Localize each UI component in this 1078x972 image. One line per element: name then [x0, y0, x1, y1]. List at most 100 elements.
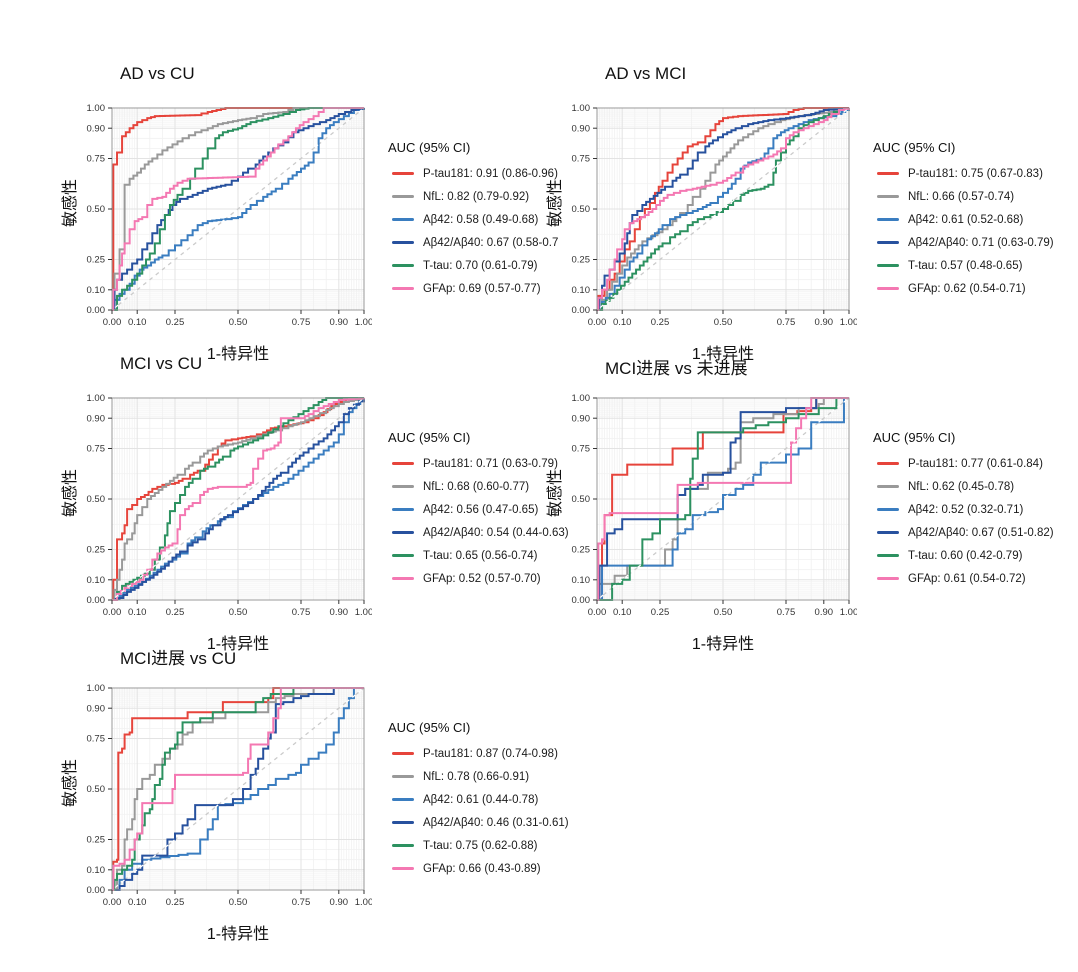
legend-swatch — [392, 485, 414, 488]
legend-title: AUC (95% CI) — [388, 720, 471, 735]
legend-swatch — [392, 241, 414, 244]
x-axis-label: 1-特异性 — [691, 346, 755, 363]
x-tick-label: 0.90 — [330, 897, 349, 908]
legend-swatch — [392, 218, 414, 221]
legend-label: Aβ42/Aβ40: 0.46 (0.31-0.61) — [423, 816, 569, 829]
legend-item-P-tau181: P-tau181: 0.91 (0.86-0.96) — [392, 162, 600, 185]
legend-item-GFAp: GFAp: 0.61 (0.54-0.72) — [877, 567, 1078, 590]
legend-swatch — [392, 462, 414, 465]
x-tick-label: 1.00 — [840, 317, 857, 328]
legend-label: NfL: 0.82 (0.79-0.92) — [423, 190, 530, 203]
y-tick-label: 0.00 — [572, 305, 591, 316]
legend-item-Aβ42: Aβ42: 0.61 (0.52-0.68) — [877, 208, 1078, 231]
legend-swatch — [392, 821, 414, 824]
legend-label: GFAp: 0.66 (0.43-0.89) — [423, 862, 541, 875]
x-tick-label: 0.75 — [292, 317, 311, 328]
x-axis-label: 1-特异性 — [206, 346, 270, 363]
x-tick-label: 0.75 — [777, 607, 796, 618]
legend-label: NfL: 0.62 (0.45-0.78) — [908, 480, 1015, 493]
legend-label: Aβ42/Aβ40: 0.54 (0.44-0.63) — [423, 526, 569, 539]
x-tick-label: 0.90 — [330, 317, 349, 328]
y-tick-label: 1.00 — [572, 103, 591, 114]
y-tick-label: 0.50 — [87, 204, 106, 215]
legend-label: Aβ42: 0.61 (0.52-0.68) — [908, 213, 1024, 226]
legend-title: AUC (95% CI) — [873, 140, 956, 155]
x-tick-label: 0.25 — [166, 607, 185, 618]
y-tick-label: 0.10 — [87, 865, 106, 876]
legend-label: Aβ42/Aβ40: 0.71 (0.63-0.79) — [908, 236, 1054, 249]
legend-swatch — [392, 554, 414, 557]
legend-item-Aβ42: Aβ42: 0.61 (0.44-0.78) — [392, 788, 600, 811]
legend-item-T-tau: T-tau: 0.75 (0.62-0.88) — [392, 834, 600, 857]
y-tick-label: 0.75 — [87, 154, 106, 165]
x-tick-label: 0.75 — [292, 897, 311, 908]
legend-item-NfL: NfL: 0.78 (0.66-0.91) — [392, 765, 600, 788]
x-tick-label: 0.25 — [651, 607, 670, 618]
y-tick-label: 0.75 — [572, 444, 591, 455]
panel-title: MCI vs CU — [120, 354, 203, 373]
legend-item-T-tau: T-tau: 0.60 (0.42-0.79) — [877, 544, 1078, 567]
legend-item-Aβ42: Aβ42: 0.52 (0.32-0.71) — [877, 498, 1078, 521]
y-tick-label: 0.25 — [87, 255, 106, 266]
legend-item-NfL: NfL: 0.68 (0.60-0.77) — [392, 475, 600, 498]
legend-label: NfL: 0.78 (0.66-0.91) — [423, 770, 530, 783]
legend-label: T-tau: 0.70 (0.61-0.79) — [423, 259, 538, 272]
legend-item-P-tau181: P-tau181: 0.87 (0.74-0.98) — [392, 742, 600, 765]
legend-item-Aβ42/Aβ40: Aβ42/Aβ40: 0.71 (0.63-0.79) — [877, 231, 1078, 254]
legend-label: P-tau181: 0.87 (0.74-0.98) — [423, 747, 558, 760]
x-axis-label: 1-特异性 — [206, 636, 270, 653]
y-tick-label: 0.10 — [572, 285, 591, 296]
panel-mci-progression-vs-cu: MCI进展 vs CU 敏感性 0.00 0.00 0.10 0.10 0.25 0.25… — [58, 638, 569, 943]
legend-2: AUC (95% CI) P-tau181: 0.75 (0.67-0.83) N… — [873, 140, 1078, 300]
y-tick-label: 0.50 — [87, 784, 106, 795]
y-tick-label: 0.90 — [572, 413, 591, 424]
x-tick-label: 1.00 — [355, 317, 372, 328]
panel-title: AD vs MCI — [605, 64, 687, 83]
y-tick-label: 0.50 — [572, 204, 591, 215]
y-tick-label: 0.25 — [87, 835, 106, 846]
legend-4: AUC (95% CI) P-tau181: 0.77 (0.61-0.84) N… — [873, 430, 1078, 590]
y-tick-label: 1.00 — [87, 393, 106, 404]
legend-item-NfL: NfL: 0.62 (0.45-0.78) — [877, 475, 1078, 498]
panel-mci-progression-vs-nonprogression: MCI进展 vs 未进展 敏感性 0.00 0.00 0.10 0.10 0.25 0.2… — [543, 348, 1054, 653]
legend-label: Aβ42: 0.58 (0.49-0.68) — [423, 213, 539, 226]
legend-item-GFAp: GFAp: 0.69 (0.57-0.77) — [392, 277, 600, 300]
legend-swatch — [877, 554, 899, 557]
y-tick-label: 0.25 — [87, 545, 106, 556]
roc-plot-3: 0.000.00 0.10 0.10 0.25 0.25 0.50 0.50 0.75 0.75… — [87, 393, 373, 618]
x-tick-label: 0.00 — [103, 317, 122, 328]
legend-item-T-tau: T-tau: 0.65 (0.56-0.74) — [392, 544, 600, 567]
x-tick-label: 0.10 — [128, 897, 147, 908]
x-axis-label: 1-特异性 — [691, 636, 755, 653]
y-tick-label: 0.90 — [87, 703, 106, 714]
legend-item-GFAp: GFAp: 0.52 (0.57-0.70) — [392, 567, 600, 590]
legend-label: NfL: 0.68 (0.60-0.77) — [423, 480, 530, 493]
y-tick-label: 0.90 — [87, 123, 106, 134]
legend-swatch — [392, 775, 414, 778]
legend-items-2: P-tau181: 0.75 (0.67-0.83) NfL: 0.66 (0.5… — [873, 162, 1078, 300]
legend-label: P-tau181: 0.75 (0.67-0.83) — [908, 167, 1043, 180]
x-tick-label: 0.00 — [103, 607, 122, 618]
legend-items-5: P-tau181: 0.87 (0.74-0.98) NfL: 0.78 (0.6… — [388, 742, 600, 880]
legend-5: AUC (95% CI) P-tau181: 0.87 (0.74-0.98) N… — [388, 720, 600, 880]
y-tick-label: 0.50 — [87, 494, 106, 505]
legend-items-4: P-tau181: 0.77 (0.61-0.84) NfL: 0.62 (0.4… — [873, 452, 1078, 590]
x-tick-label: 0.50 — [714, 317, 733, 328]
legend-label: GFAp: 0.62 (0.54-0.71) — [908, 282, 1026, 295]
x-tick-label: 0.50 — [229, 317, 248, 328]
y-tick-label: 0.00 — [87, 305, 106, 316]
legend-swatch — [877, 485, 899, 488]
legend-item-GFAp: GFAp: 0.62 (0.54-0.71) — [877, 277, 1078, 300]
legend-swatch — [877, 577, 899, 580]
legend-label: T-tau: 0.75 (0.62-0.88) — [423, 839, 538, 852]
y-tick-label: 0.90 — [572, 123, 591, 134]
legend-swatch — [392, 508, 414, 511]
legend-label: T-tau: 0.60 (0.42-0.79) — [908, 549, 1023, 562]
legend-label: P-tau181: 0.77 (0.61-0.84) — [908, 457, 1043, 470]
panel-ad-vs-mci: AD vs MCI 敏感性 0.00 0.00 0.10 0.10 0.25 0.25 0.… — [543, 58, 1054, 363]
legend-label: GFAp: 0.61 (0.54-0.72) — [908, 572, 1026, 585]
x-tick-label: 1.00 — [355, 607, 372, 618]
legend-swatch — [877, 241, 899, 244]
roc-plot-4: 0.000.00 0.10 0.10 0.25 0.25 0.50 0.50 0.75 0.75… — [572, 393, 858, 618]
